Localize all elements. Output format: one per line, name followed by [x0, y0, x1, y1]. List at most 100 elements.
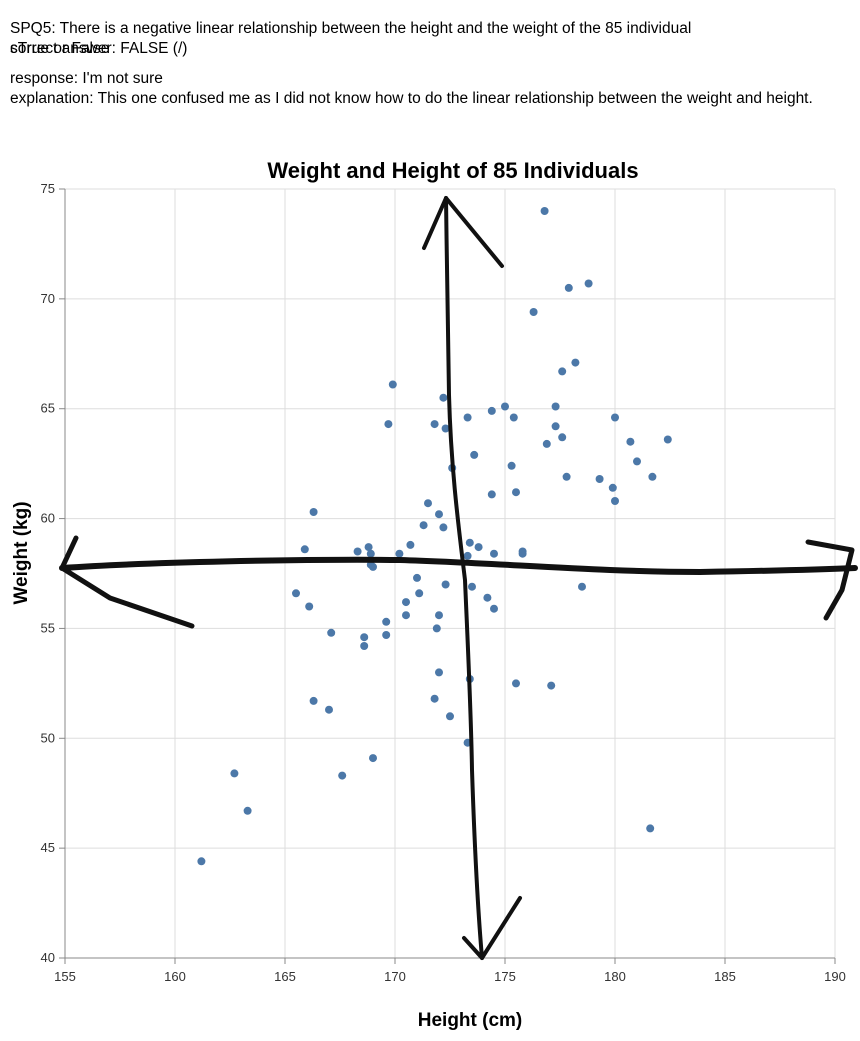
data-point — [487, 490, 496, 499]
data-point — [366, 549, 375, 558]
data-point — [309, 508, 318, 516]
y-tick-label: 45 — [41, 840, 55, 855]
data-point — [584, 279, 593, 288]
data-point — [578, 582, 586, 591]
data-point — [435, 510, 443, 519]
data-point — [608, 483, 617, 492]
data-point — [470, 450, 479, 459]
data-point — [468, 582, 476, 591]
response-text: response: I'm not sure — [10, 70, 163, 87]
y-axis-ticks: 40 45 50 55 60 65 70 75 — [41, 181, 65, 965]
x-tick-label: 160 — [164, 969, 186, 984]
data-point — [382, 617, 391, 626]
x-tick-label: 175 — [494, 969, 516, 984]
data-point — [490, 604, 498, 613]
x-axis-ticks: 155 160 165 170 175 180 185 190 — [54, 958, 846, 984]
data-points — [197, 207, 672, 866]
data-point — [305, 602, 314, 611]
data-point — [571, 358, 580, 367]
data-point — [512, 679, 520, 688]
data-point — [487, 406, 496, 415]
data-point — [360, 642, 369, 650]
data-point — [419, 521, 428, 530]
data-point — [509, 413, 518, 422]
y-tick-label: 60 — [41, 511, 55, 526]
data-point — [327, 628, 336, 637]
data-point — [595, 475, 604, 483]
data-point — [402, 598, 410, 607]
data-point — [432, 624, 441, 633]
vertical-arrowhead-top — [422, 196, 504, 268]
data-point — [646, 824, 655, 833]
horizontal-arrowhead-right — [805, 539, 855, 621]
data-point — [424, 499, 432, 508]
data-point — [230, 769, 239, 778]
data-point — [382, 631, 391, 639]
data-point — [512, 488, 520, 497]
data-point — [435, 668, 443, 677]
x-tick-label: 180 — [604, 969, 626, 984]
x-tick-label: 185 — [714, 969, 736, 984]
data-point — [197, 857, 206, 866]
data-point — [611, 413, 619, 422]
vertical-arrowhead-bottom — [462, 896, 522, 960]
data-point — [558, 433, 567, 442]
data-point — [353, 547, 362, 556]
handdrawn-axes-annotation — [59, 196, 858, 960]
data-point — [463, 551, 472, 560]
explanation-text: explanation: This one confused me as I d… — [10, 90, 813, 107]
data-point — [562, 472, 571, 481]
data-point — [430, 420, 439, 429]
data-point — [474, 543, 483, 552]
correct-answer-text: correct answer: FALSE (/) — [10, 40, 188, 57]
y-tick-label: 65 — [41, 401, 55, 416]
data-point — [430, 694, 439, 703]
horizontal-drawn-line — [59, 556, 858, 575]
data-point — [507, 461, 516, 470]
data-point — [446, 712, 454, 721]
data-point — [292, 589, 300, 598]
data-point — [551, 422, 560, 431]
scatter-chart: Weight and Height of 85 Individuals 155 1… — [11, 158, 858, 1031]
grid-lines — [64, 188, 836, 959]
data-point — [547, 681, 556, 690]
data-point — [388, 380, 397, 389]
data-point — [338, 771, 347, 780]
data-point — [439, 393, 448, 402]
y-tick-label: 75 — [41, 181, 55, 196]
data-point — [325, 705, 333, 714]
data-point — [406, 540, 415, 549]
data-point — [663, 435, 672, 444]
data-point — [243, 806, 252, 815]
data-point — [364, 543, 373, 552]
data-point — [413, 573, 421, 582]
data-point — [441, 580, 450, 589]
data-point — [369, 562, 377, 571]
chart-title: Weight and Height of 85 Individuals — [267, 158, 638, 183]
data-point — [551, 402, 560, 411]
data-point — [395, 549, 404, 558]
y-tick-label: 55 — [41, 620, 55, 635]
data-point — [611, 497, 619, 505]
data-point — [402, 611, 410, 620]
y-axis-title: Weight (kg) — [11, 501, 32, 604]
horizontal-arrowhead-left — [59, 535, 195, 629]
data-point — [439, 523, 448, 532]
data-point — [518, 549, 527, 558]
x-tick-label: 165 — [274, 969, 296, 984]
data-point — [415, 589, 424, 598]
data-point — [483, 593, 492, 602]
data-point — [564, 283, 573, 292]
true-false-text: sTrue or False — [10, 40, 110, 57]
x-tick-label: 155 — [54, 969, 76, 984]
data-point — [384, 420, 393, 429]
data-point — [360, 633, 369, 642]
data-point — [542, 439, 551, 448]
data-point — [309, 696, 318, 705]
data-point — [558, 367, 567, 376]
data-point — [626, 437, 635, 446]
data-point — [633, 457, 641, 466]
data-point — [369, 754, 377, 763]
data-point — [463, 413, 472, 422]
question-text: SPQ5: There is a negative linear relatio… — [10, 20, 692, 37]
